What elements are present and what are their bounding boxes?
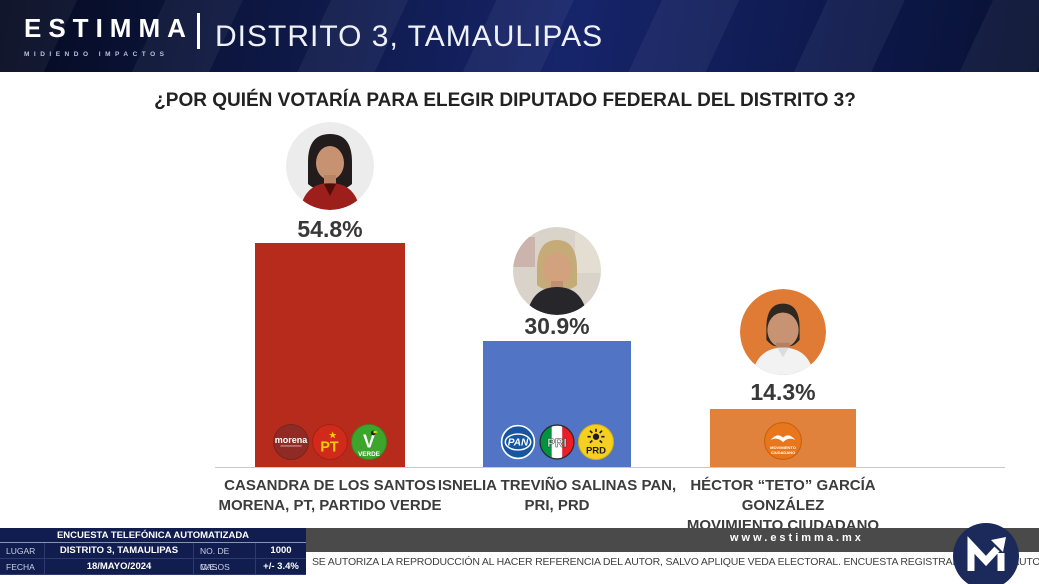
brand-tagline: MIDIENDO IMPACTOS — [24, 51, 169, 58]
candidate-3-bar: MOVIMIENTO CIUDADANO — [710, 409, 856, 467]
candidate-2-party-logos: PAN PRI — [483, 424, 631, 460]
svg-text:PAN: PAN — [508, 438, 529, 449]
poll-question: ¿POR QUIÉN VOTARÍA PARA ELEGIR DIPUTADO … — [154, 90, 856, 111]
candidate-1-photo — [286, 122, 374, 210]
svg-text:PRI: PRI — [547, 437, 566, 450]
candidate-3-name-line1: HÉCTOR “TETO” GARCÍA GONZÁLEZ — [690, 477, 876, 514]
svg-text:morena: morena — [275, 435, 309, 445]
pan-party-logo-icon: PAN — [500, 424, 536, 460]
svg-text:VERDE: VERDE — [358, 451, 380, 458]
pt-party-logo-icon: PT — [312, 424, 348, 460]
svg-text:CIUDADANO: CIUDADANO — [771, 450, 796, 455]
header-banner: ESTIMMA MIDIENDO IMPACTOS DISTRITO 3, TA… — [0, 0, 1039, 72]
woman-dark-hair-avatar-icon — [286, 122, 374, 210]
table-value-casos: 1000 — [270, 545, 292, 556]
table-label-me: M.E. — [194, 559, 256, 574]
candidate-2-name-line2: PRI, PRD — [524, 497, 590, 514]
candidate-3-photo — [740, 289, 826, 375]
candidate-2-percentage: 30.9% — [524, 313, 590, 339]
candidate-1-name: CASANDRA DE LOS SANTOS MORENA, PT, PARTI… — [205, 476, 455, 516]
movimiento-ciudadano-logo-icon: MOVIMIENTO CIUDADANO — [764, 422, 802, 460]
candidate-1-name-line1: CASANDRA DE LOS SANTOS — [224, 477, 436, 494]
candidate-1-name-line2: MORENA, PT, PARTIDO VERDE — [218, 497, 442, 514]
page-title: DISTRITO 3, TAMAULIPAS — [215, 20, 604, 53]
svg-text:PT: PT — [320, 440, 339, 456]
candidate-3-percentage: 14.3% — [750, 379, 816, 405]
survey-methodology-table: ENCUESTA TELEFÓNICA AUTOMATIZADA LUGAR D… — [0, 528, 306, 575]
brand-divider-bar — [196, 13, 200, 49]
candidate-2-bar: PAN PRI — [483, 341, 631, 467]
table-label-casos: NO. DE CASOS — [194, 543, 256, 572]
brand-logo: ESTIMMA MIDIENDO IMPACTOS — [24, 13, 200, 58]
candidate-3-name: HÉCTOR “TETO” GARCÍA GONZÁLEZ MOVIMIENTO… — [653, 476, 913, 536]
table-row: FECHA 18/MAYO/2024 M.E. +/- 3.4% — [0, 559, 306, 575]
chart-baseline — [215, 467, 1005, 468]
candidate-2-name-line1: ISNELIA TREVIÑO SALINAS PAN, — [437, 477, 677, 494]
partido-verde-logo-icon: V VERDE — [351, 424, 387, 460]
table-label-fecha: FECHA — [6, 562, 35, 572]
candidate-1-percentage: 54.8% — [297, 216, 363, 242]
candidate-2-name: ISNELIA TREVIÑO SALINAS PAN, PRI, PRD — [432, 476, 682, 516]
candidate-1-party-logos: morena PT V VERDE — [255, 424, 405, 460]
pri-party-logo-icon: PRI — [539, 424, 575, 460]
legal-disclaimer: SE AUTORIZA LA REPRODUCCIÓN AL HACER REF… — [312, 556, 1039, 568]
table-label-lugar: LUGAR — [6, 546, 36, 556]
candidate-1-bar: morena PT V VERDE — [255, 243, 405, 467]
man-orange-background-avatar-icon — [740, 289, 826, 375]
table-row: LUGAR DISTRITO 3, TAMAULIPAS NO. DE CASO… — [0, 543, 306, 572]
table-value-me: +/- 3.4% — [263, 561, 299, 572]
table-value-fecha: 18/MAYO/2024 — [44, 559, 194, 574]
brand-name: ESTIMMA — [24, 13, 193, 43]
estimma-m-logo-icon — [953, 523, 1019, 584]
svg-text:V: V — [363, 431, 375, 451]
prd-party-logo-icon: PRD — [578, 424, 614, 460]
candidate-2-photo — [513, 227, 601, 315]
morena-party-logo-icon: morena — [273, 424, 309, 460]
candidate-3-party-logos: MOVIMIENTO CIUDADANO — [710, 422, 856, 460]
woman-blonde-hair-avatar-icon — [513, 227, 601, 315]
table-value-lugar: DISTRITO 3, TAMAULIPAS — [44, 543, 194, 558]
svg-text:PRD: PRD — [586, 446, 606, 457]
website-link[interactable]: www.estimma.mx — [730, 532, 864, 544]
svg-text:MOVIMIENTO: MOVIMIENTO — [770, 445, 796, 450]
footer-bar — [306, 528, 1039, 552]
survey-table-title: ENCUESTA TELEFÓNICA AUTOMATIZADA — [0, 528, 306, 543]
